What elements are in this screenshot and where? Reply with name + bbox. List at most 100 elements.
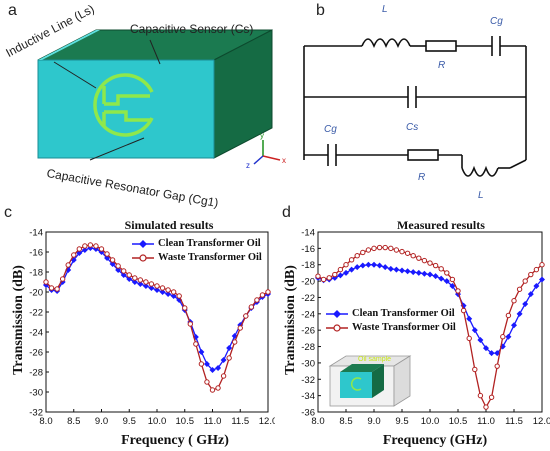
data-point-clean bbox=[137, 281, 144, 287]
data-point-clean bbox=[511, 322, 517, 329]
data-point-clean bbox=[421, 270, 428, 277]
data-point-waste bbox=[198, 361, 205, 367]
legend-circle-marker bbox=[139, 254, 147, 262]
data-point-clean bbox=[449, 283, 456, 289]
y-tick-label: -20 bbox=[29, 288, 43, 299]
x-tick-label: 9.0 bbox=[95, 416, 108, 427]
svg-text:x: x bbox=[282, 156, 286, 165]
resonator-pattern bbox=[93, 73, 154, 137]
y-tick-label: -22 bbox=[301, 293, 315, 304]
data-point-clean bbox=[115, 267, 122, 273]
data-point-waste bbox=[360, 249, 366, 256]
data-point-waste bbox=[232, 339, 238, 345]
data-point-clean bbox=[505, 333, 512, 340]
data-point-waste bbox=[371, 245, 377, 252]
data-point-waste bbox=[427, 260, 433, 266]
chart-d-title: Measured results bbox=[397, 218, 485, 232]
data-point-waste bbox=[505, 312, 512, 319]
inductor-top-label: L bbox=[382, 4, 388, 15]
data-point-waste bbox=[187, 321, 194, 327]
data-point-waste bbox=[165, 287, 171, 293]
y-tick-label: -20 bbox=[301, 277, 315, 288]
data-point-waste bbox=[104, 251, 110, 257]
sensor-3d-diagram: y x z bbox=[37, 29, 286, 170]
data-point-waste bbox=[48, 285, 55, 291]
x-tick-label: 10.5 bbox=[176, 416, 195, 427]
data-point-clean bbox=[165, 291, 172, 297]
data-point-clean bbox=[415, 269, 422, 276]
inductive-line-leader bbox=[53, 61, 97, 89]
data-point-waste bbox=[115, 263, 121, 269]
x-tick-label: 10.0 bbox=[148, 416, 167, 427]
inductor-bottom-label: L bbox=[478, 190, 484, 201]
data-point-waste bbox=[410, 253, 416, 259]
y-tick-label: -16 bbox=[301, 244, 315, 255]
data-point-clean bbox=[131, 279, 138, 285]
chart-c-xlabel: Frequency ( GHz) bbox=[121, 433, 229, 448]
data-point-clean bbox=[170, 293, 177, 299]
y-tick-label: -26 bbox=[29, 348, 43, 359]
data-point-clean bbox=[337, 272, 344, 279]
y-tick-label: -24 bbox=[301, 309, 315, 320]
data-point-waste bbox=[315, 273, 321, 279]
data-point-waste bbox=[348, 257, 355, 263]
x-tick-label: 9.0 bbox=[367, 416, 380, 427]
data-point-waste bbox=[337, 266, 344, 273]
y-tick-label: -32 bbox=[301, 375, 315, 386]
x-tick-label: 11.0 bbox=[477, 416, 495, 427]
x-tick-label: 11.0 bbox=[204, 416, 222, 427]
x-tick-label: 10.0 bbox=[421, 416, 440, 427]
data-point-clean bbox=[410, 269, 417, 276]
data-point-clean bbox=[371, 261, 377, 268]
data-point-waste bbox=[137, 277, 144, 283]
data-point-clean bbox=[365, 261, 372, 268]
chart-c-legend-waste: Waste Transformer Oil bbox=[158, 252, 262, 263]
block-edge-highlight bbox=[38, 30, 100, 60]
data-point-waste bbox=[248, 304, 255, 310]
chart-c-plot: 8.0 8.5 9.0 9.5 10.0 10.5 11.0 11.5 12.0 -14 -16 -1… bbox=[29, 228, 275, 428]
data-point-waste bbox=[511, 298, 517, 304]
x-tick-label: 11.5 bbox=[231, 416, 249, 427]
inductor-top-icon bbox=[361, 38, 411, 49]
data-point-waste bbox=[143, 279, 149, 285]
data-point-waste bbox=[254, 297, 260, 303]
x-tick-label: 8.0 bbox=[39, 416, 52, 427]
data-point-waste bbox=[516, 286, 523, 292]
circuit-diagram: L R Cg Cs Cg R L bbox=[303, 4, 527, 201]
data-point-clean bbox=[494, 350, 501, 357]
data-point-clean bbox=[477, 337, 484, 343]
y-tick-label: -24 bbox=[29, 328, 43, 339]
data-point-clean bbox=[539, 276, 545, 283]
panel-a-letter: a bbox=[8, 2, 17, 19]
chart-d-legend-clean: Clean Transformer Oil bbox=[352, 308, 455, 319]
data-point-waste bbox=[176, 293, 182, 299]
data-point-waste bbox=[87, 242, 94, 248]
data-point-waste bbox=[82, 243, 88, 249]
y-tick-label: -14 bbox=[301, 228, 315, 239]
data-point-waste bbox=[98, 246, 105, 252]
data-point-clean bbox=[198, 349, 205, 355]
data-point-waste bbox=[488, 394, 495, 400]
data-point-waste bbox=[416, 255, 422, 261]
data-point-clean bbox=[142, 283, 149, 289]
gap-leader bbox=[89, 137, 145, 161]
data-point-clean bbox=[359, 262, 366, 269]
data-point-clean bbox=[154, 287, 160, 293]
svg-text:z: z bbox=[246, 161, 250, 170]
data-point-waste bbox=[421, 257, 428, 264]
y-tick-label: -18 bbox=[29, 268, 43, 279]
data-point-waste bbox=[500, 334, 506, 340]
legend-diamond-marker bbox=[139, 240, 147, 248]
data-point-waste bbox=[121, 268, 127, 274]
data-point-waste bbox=[404, 250, 411, 256]
chart-c-legend-clean: Clean Transformer Oil bbox=[158, 238, 261, 249]
data-point-clean bbox=[404, 268, 411, 275]
y-tick-label: -32 bbox=[29, 408, 43, 419]
data-point-clean bbox=[148, 285, 155, 291]
legend-diamond-marker bbox=[333, 310, 341, 318]
data-point-waste bbox=[494, 363, 500, 369]
data-point-waste bbox=[193, 341, 199, 347]
data-point-clean bbox=[159, 289, 166, 295]
x-tick-label: 12.0 bbox=[259, 416, 275, 427]
x-tick-label: 11.5 bbox=[505, 416, 523, 427]
